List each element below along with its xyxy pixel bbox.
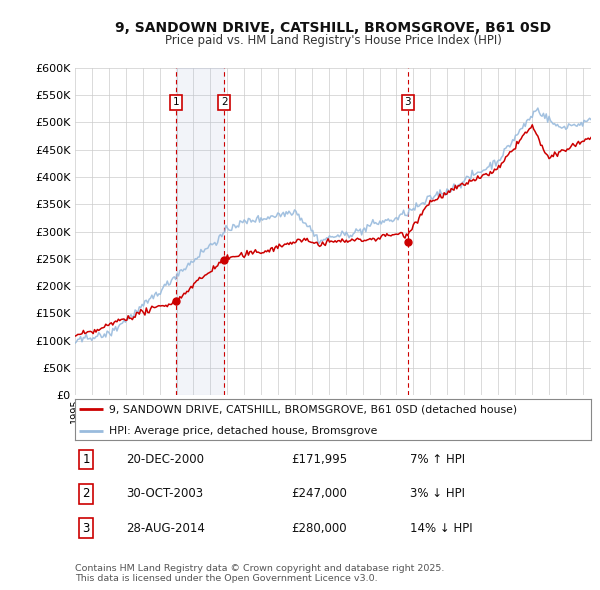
Text: 3: 3 [83,522,90,535]
Text: 7% ↑ HPI: 7% ↑ HPI [410,453,466,466]
Text: £171,995: £171,995 [292,453,348,466]
Text: 2: 2 [83,487,90,500]
Text: 28-AUG-2014: 28-AUG-2014 [127,522,205,535]
Text: 1: 1 [83,453,90,466]
Text: 3: 3 [404,97,411,107]
Text: 9, SANDOWN DRIVE, CATSHILL, BROMSGROVE, B61 0SD (detached house): 9, SANDOWN DRIVE, CATSHILL, BROMSGROVE, … [109,405,517,414]
Text: 1: 1 [173,97,179,107]
Text: 9, SANDOWN DRIVE, CATSHILL, BROMSGROVE, B61 0SD: 9, SANDOWN DRIVE, CATSHILL, BROMSGROVE, … [115,21,551,35]
Text: 20-DEC-2000: 20-DEC-2000 [127,453,205,466]
Text: Price paid vs. HM Land Registry's House Price Index (HPI): Price paid vs. HM Land Registry's House … [164,34,502,47]
Text: £280,000: £280,000 [292,522,347,535]
Text: Contains HM Land Registry data © Crown copyright and database right 2025.
This d: Contains HM Land Registry data © Crown c… [75,563,445,583]
Text: HPI: Average price, detached house, Bromsgrove: HPI: Average price, detached house, Brom… [109,426,377,436]
Text: 3% ↓ HPI: 3% ↓ HPI [410,487,466,500]
Bar [176,68,224,395]
Text: 30-OCT-2003: 30-OCT-2003 [127,487,204,500]
Text: £247,000: £247,000 [292,487,347,500]
Text: 14% ↓ HPI: 14% ↓ HPI [410,522,473,535]
Text: 2: 2 [221,97,227,107]
